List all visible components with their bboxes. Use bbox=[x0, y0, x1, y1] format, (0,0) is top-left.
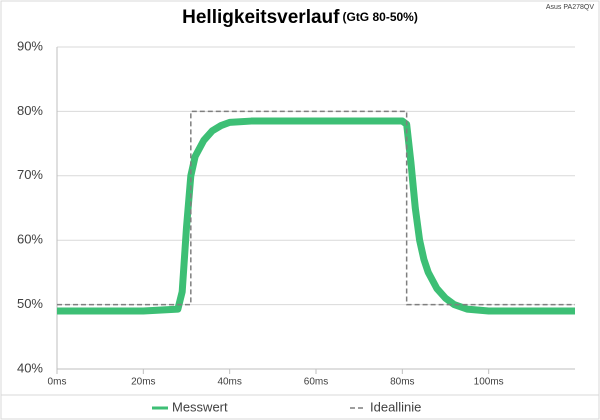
x-tick-label: 60ms bbox=[304, 377, 328, 388]
chart-title: Helligkeitsverlauf bbox=[182, 7, 340, 28]
legend-label: Ideallinie bbox=[370, 399, 421, 414]
x-tick-label: 100ms bbox=[474, 377, 504, 388]
chart-title-group: Helligkeitsverlauf (GtG 80-50%) bbox=[182, 7, 418, 28]
x-tick-label: 0ms bbox=[48, 377, 67, 388]
chart-subtitle: (GtG 80-50%) bbox=[342, 10, 417, 24]
y-tick-label: 80% bbox=[17, 103, 43, 118]
x-tick-label: 80ms bbox=[390, 377, 414, 388]
annotation: Asus PA278QV bbox=[546, 4, 594, 11]
y-tick-label: 70% bbox=[17, 167, 43, 182]
ideal-line bbox=[57, 110, 575, 306]
y-tick-label: 50% bbox=[17, 296, 43, 311]
y-tick-label: 40% bbox=[17, 360, 43, 375]
measured-line bbox=[57, 117, 575, 315]
y-tick-label: 60% bbox=[17, 232, 43, 247]
x-tick-label: 20ms bbox=[131, 377, 155, 388]
y-tick-label: 90% bbox=[17, 38, 43, 53]
x-tick-label: 40ms bbox=[217, 377, 241, 388]
legend-label: Messwert bbox=[172, 399, 228, 414]
